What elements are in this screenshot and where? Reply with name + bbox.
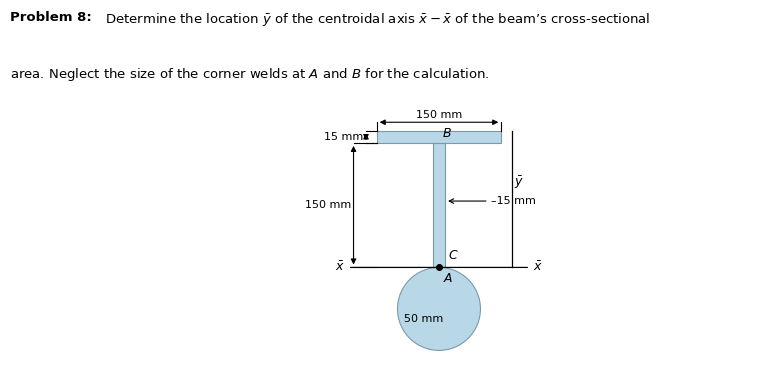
Text: C: C [449,250,458,262]
Text: –15 mm: –15 mm [491,196,536,206]
Text: Problem 8:: Problem 8: [10,11,92,24]
Circle shape [397,268,480,350]
Text: 15 mm: 15 mm [324,132,363,142]
Text: 50 mm: 50 mm [404,314,444,324]
Text: A: A [444,272,452,285]
Bar [433,143,445,268]
Text: B: B [443,127,452,141]
Text: 150 mm: 150 mm [305,200,351,210]
Text: Determine the location $\bar{y}$ of the centroidal axis $\bar{x}-\bar{x}$ of the: Determine the location $\bar{y}$ of the … [105,11,650,28]
Text: 150 mm: 150 mm [416,110,462,120]
Text: area. Neglect the size of the corner welds at $A$ and $B$ for the calculation.: area. Neglect the size of the corner wel… [10,66,490,83]
Text: $\bar{y}$: $\bar{y}$ [514,174,525,191]
Text: $\bar{x}$: $\bar{x}$ [532,261,542,274]
Text: $\bar{x}$: $\bar{x}$ [335,261,345,274]
Bar [377,131,501,143]
